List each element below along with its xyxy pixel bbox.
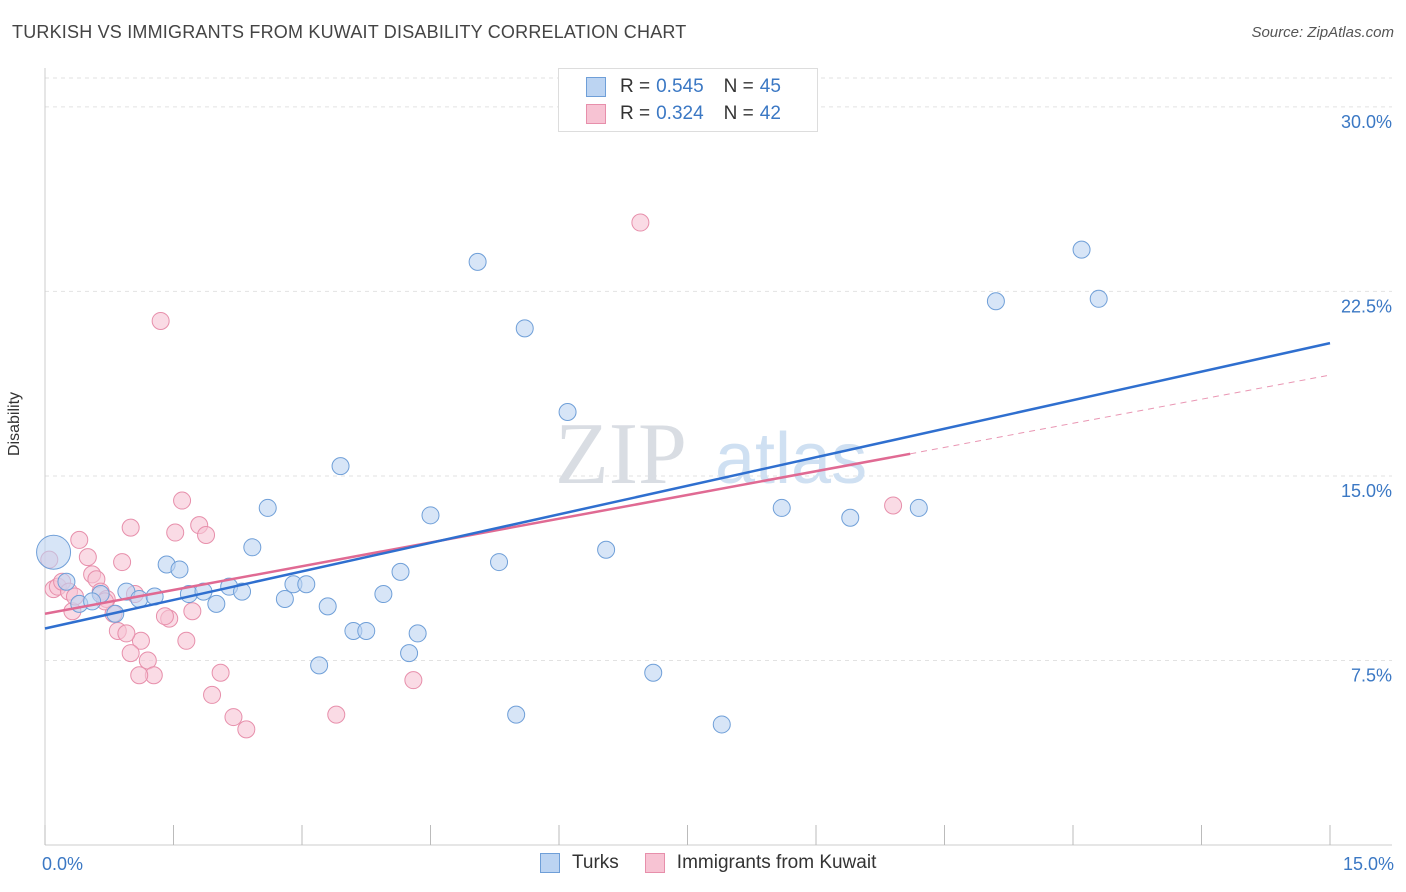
kuwait-point [131,631,150,650]
kuwait-point [631,213,650,232]
turks-point [772,498,791,517]
turks-point [644,663,663,682]
kuwait-point [130,666,149,685]
kuwait-point [237,720,256,739]
legend-label-kuwait: Immigrants from Kuwait [676,852,877,873]
watermark-zip: ZIP [555,406,687,503]
kuwait-point [78,548,97,567]
y-tick-label: 30.0% [1341,112,1392,132]
source-label: Source: ZipAtlas.com [1251,24,1394,41]
kuwait-trend-extension [910,374,1331,455]
kuwait-point [224,708,243,727]
turks-point [318,597,337,616]
gridlines [45,77,1392,661]
trend-lines [44,341,1331,630]
turks-point [297,575,316,594]
kuwait-point [173,491,192,510]
turks-legend-swatch [540,853,560,873]
chart-title: TURKISH VS IMMIGRANTS FROM KUWAIT DISABI… [12,22,687,42]
legend-r-value-kuwait: 0.324 [656,103,704,124]
legend-r-label: R = [620,103,651,124]
kuwait-point [203,685,222,704]
turks-point [490,553,509,572]
kuwait-trend-line [44,452,911,615]
turks-points [36,240,1108,734]
kuwait-point [121,644,140,663]
kuwait-point [113,553,132,572]
turks-point [468,252,487,271]
turks-point [391,562,410,581]
series-legend: Turks Immigrants from Kuwait [540,852,902,874]
kuwait-swatch [586,104,606,124]
turks-point [841,508,860,527]
turks-point [507,705,526,724]
axes [44,68,1392,846]
turks-point [357,621,376,640]
x-tick-label: 0.0% [42,854,83,874]
turks-point [130,589,149,608]
turks-point [258,498,277,517]
kuwait-point [404,671,423,690]
legend-r-value-turks: 0.545 [656,76,704,97]
turks-swatch [586,77,606,97]
legend-n-value-kuwait: 42 [759,103,781,124]
legend-item-turks: Turks [540,852,619,874]
turks-point [207,594,226,613]
turks-point [243,538,262,557]
kuwait-point [197,526,216,544]
kuwait-point [151,311,170,330]
turks-point [374,585,393,604]
legend-n-label: N = [723,76,754,97]
kuwait-legend-swatch [644,853,665,873]
turks-point [597,540,616,559]
kuwait-point [70,530,89,549]
legend-row-turks: R = 0.545 N = 45 [559,74,781,100]
y-tick-label: 22.5% [1341,296,1392,316]
kuwait-point [121,518,140,537]
turks-point [57,572,76,591]
turks-point [712,715,731,734]
legend-label-turks: Turks [572,852,619,873]
turks-point [1072,240,1091,259]
kuwait-point [166,523,185,542]
kuwait-point [177,631,196,650]
y-tick-label: 7.5% [1351,665,1392,685]
turks-point [408,624,427,643]
turks-point [233,582,252,601]
legend-item-kuwait: Immigrants from Kuwait [644,852,877,874]
kuwait-points [40,213,903,739]
turks-trend-line [44,341,1331,630]
kuwait-point [211,663,230,682]
legend-n-value-turks: 45 [759,76,781,97]
y-tick-label: 15.0% [1341,481,1392,501]
kuwait-point [117,624,136,643]
turks-point [515,319,534,338]
turks-point [275,589,294,608]
stats-legend: R = 0.545 N = 45 R = 0.324 N = 42 [558,68,818,132]
legend-n-label: N = [723,103,754,124]
turks-point [986,292,1005,311]
y-axis-label: Disability [6,391,23,456]
kuwait-point [183,602,202,621]
turks-point [1089,289,1108,308]
kuwait-point [155,607,174,626]
turks-point [400,644,419,663]
turks-point [558,402,577,421]
watermark-atlas: atlas [715,419,867,499]
turks-point [909,498,928,517]
turks-point-large [36,534,72,570]
tick-labels: 7.5% 15.0% 22.5% 30.0% 0.0% 15.0% [42,112,1394,874]
kuwait-point [327,705,346,724]
turks-point [331,457,350,476]
x-tick-label: 15.0% [1343,854,1394,874]
turks-point [310,656,329,675]
legend-row-kuwait: R = 0.324 N = 42 [559,101,781,127]
kuwait-point [884,496,903,515]
legend-r-label: R = [620,76,651,97]
turks-point [170,560,189,579]
turks-point [421,506,440,525]
